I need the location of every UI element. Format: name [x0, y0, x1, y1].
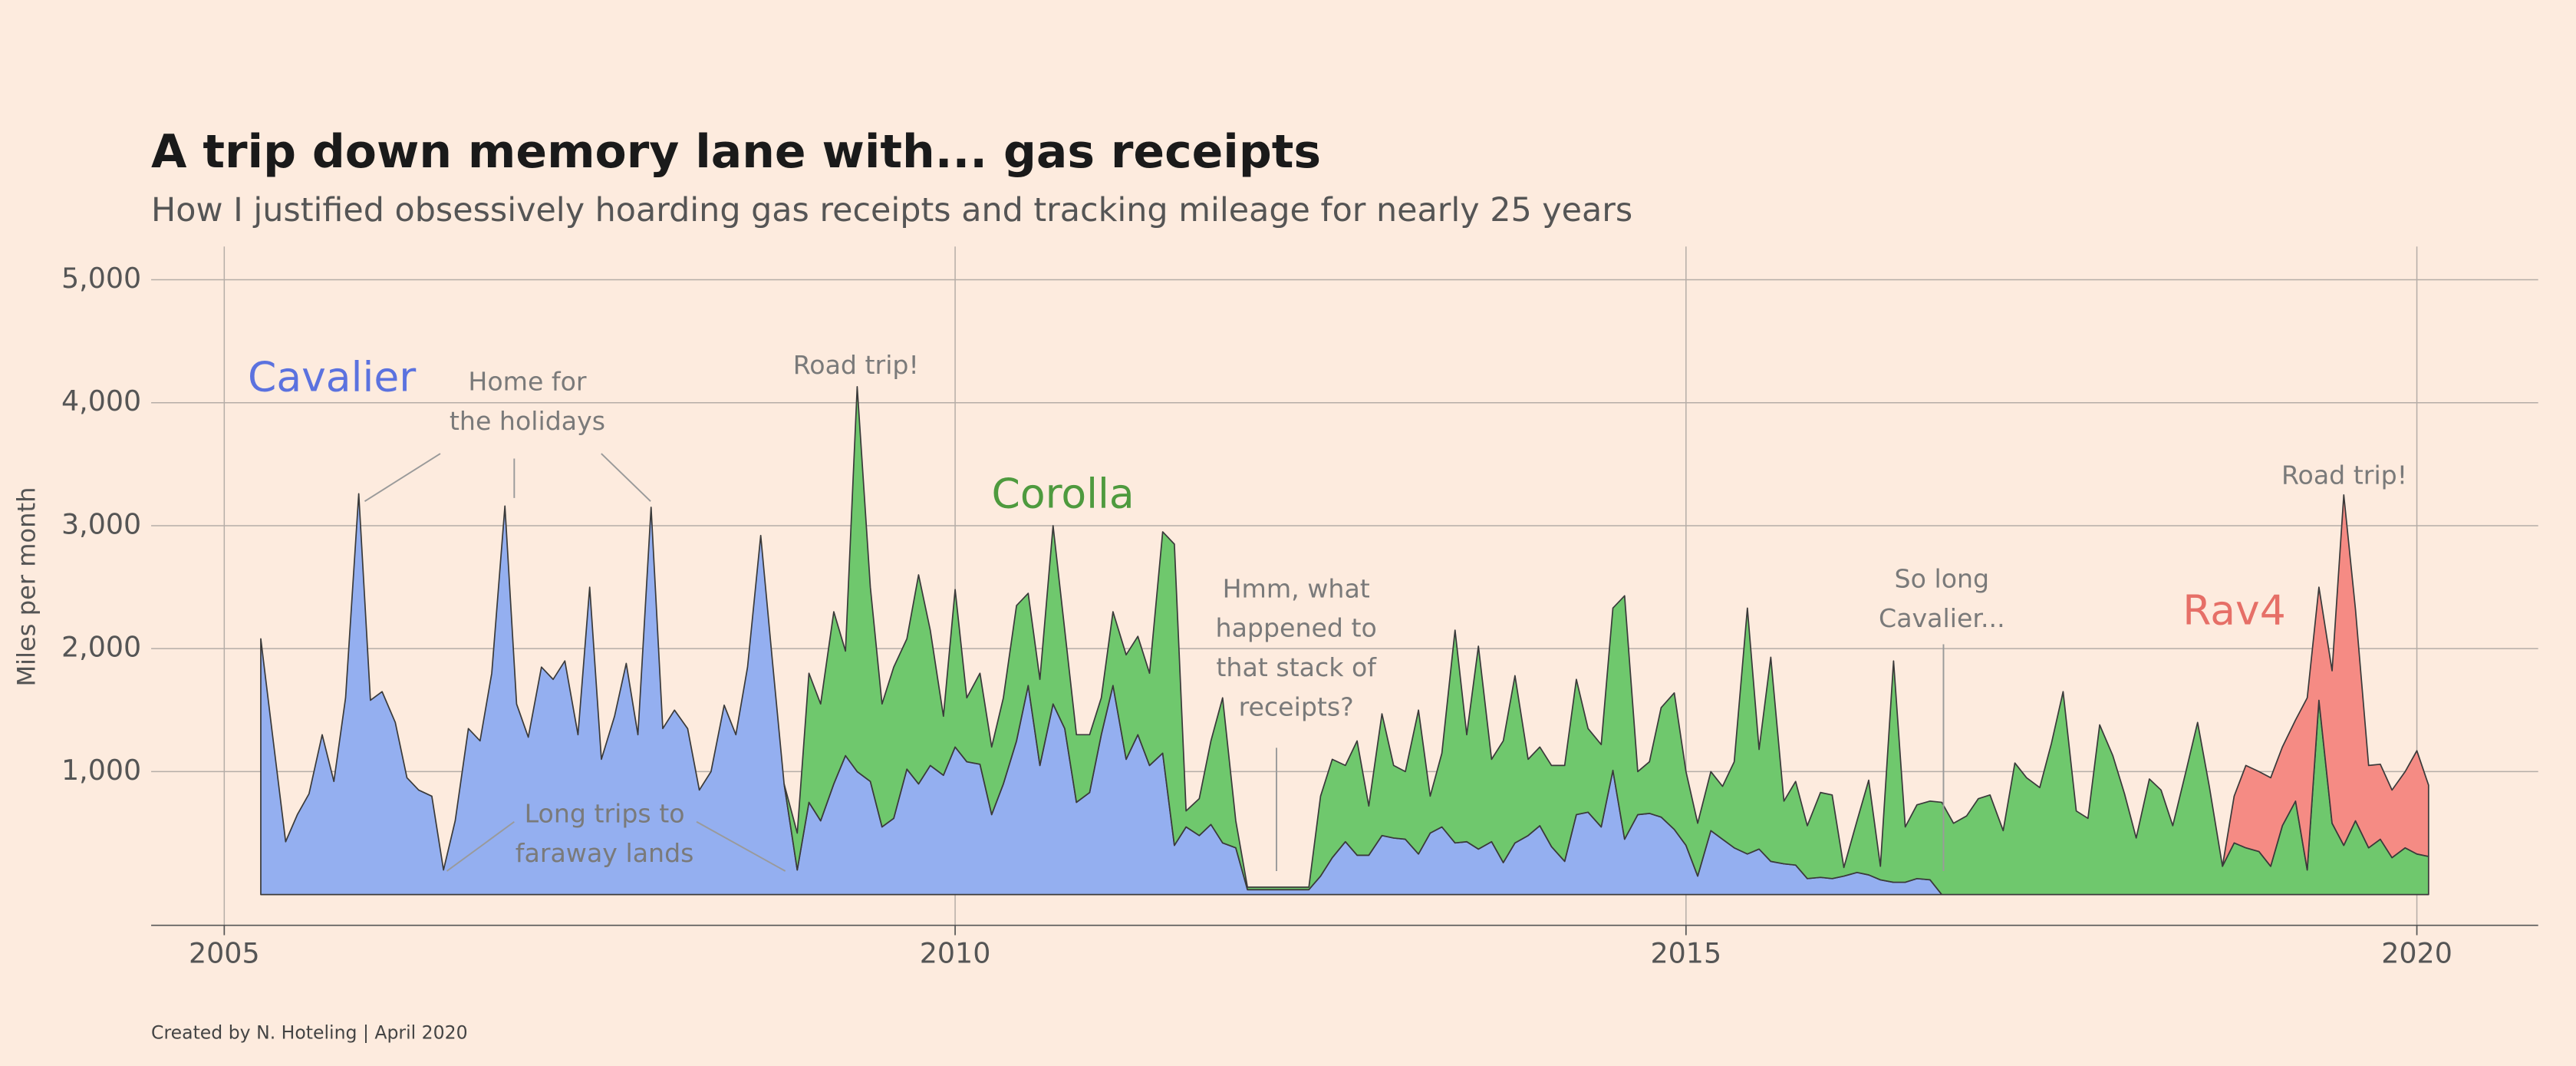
annotation: Cavalier... — [1879, 603, 2005, 633]
series-label: Cavalier — [248, 352, 416, 401]
annotation-pointer — [364, 453, 441, 502]
annotation-pointer — [446, 820, 515, 872]
annotation: So long — [1895, 563, 1990, 593]
annotation: Home for — [468, 366, 587, 396]
x-tick-label: 2015 — [1651, 937, 1722, 970]
annotation-pointer — [601, 453, 651, 502]
chart-title: A trip down memory lane with... gas rece… — [151, 125, 1321, 179]
annotation: Road trip! — [793, 350, 919, 380]
x-tick-label: 2020 — [2381, 937, 2452, 970]
annotation: the holidays — [450, 406, 605, 436]
x-tick-label: 2010 — [920, 937, 991, 970]
caption: Created by N. Hoteling | April 2020 — [151, 1022, 468, 1044]
annotation: Hmm, what — [1223, 573, 1370, 603]
y-tick-label: 4,000 — [61, 384, 141, 417]
series-label: Corolla — [992, 469, 1135, 517]
series-label: Rav4 — [2182, 586, 2286, 634]
annotation: that stack of — [1216, 652, 1377, 682]
annotation: receipts? — [1239, 692, 1354, 722]
y-tick-label: 5,000 — [61, 262, 141, 295]
area — [2222, 494, 2429, 871]
chart-subtitle: How I justified obsessively hoarding gas… — [151, 191, 1632, 229]
annotation: Road trip! — [2281, 460, 2407, 490]
labels: Cavalier Corolla Rav4 Home for the holidays R… — [248, 350, 2407, 872]
areas — [260, 386, 2429, 896]
annotation: faraway lands — [516, 838, 694, 868]
annotation: Long trips to — [525, 799, 685, 829]
area — [783, 386, 2429, 896]
y-tick-label: 2,000 — [61, 631, 141, 664]
y-tick-label: 1,000 — [61, 754, 141, 787]
x-tick-label: 2005 — [189, 937, 260, 970]
y-tick-label: 3,000 — [61, 507, 141, 540]
y-axis-label: Miles per month — [12, 487, 41, 687]
annotation: happened to — [1216, 613, 1377, 643]
annotation-pointer — [696, 820, 786, 872]
